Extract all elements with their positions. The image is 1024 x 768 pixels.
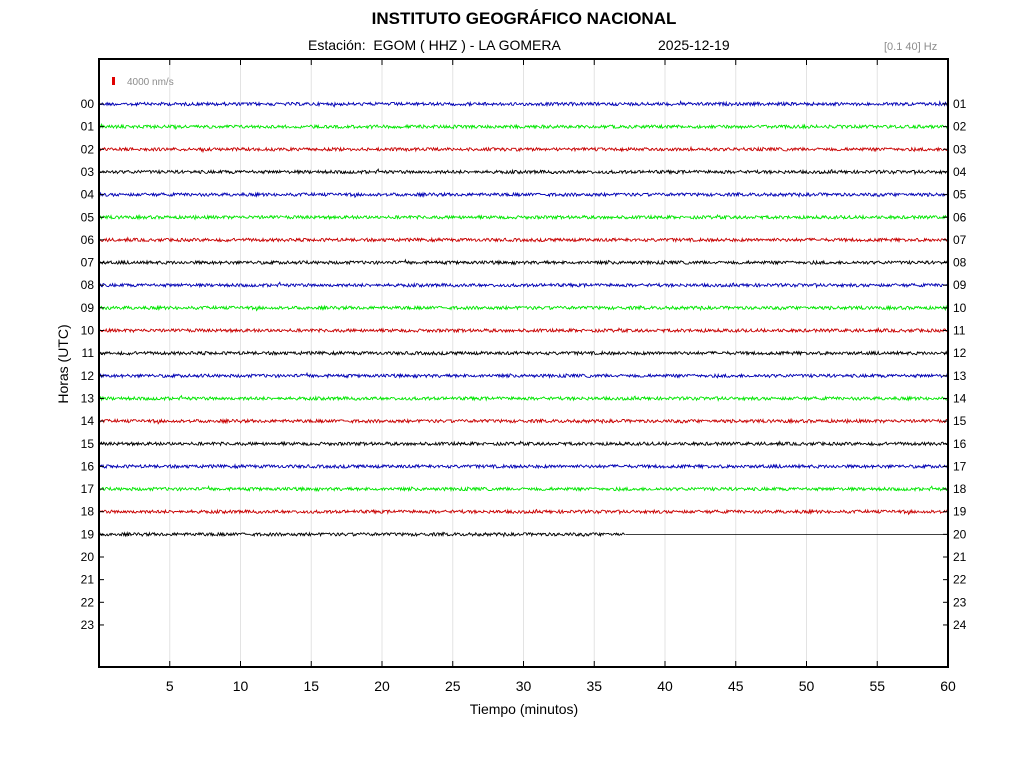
right-hour-label: 17 <box>953 459 967 473</box>
right-hour-label: 24 <box>953 618 967 632</box>
seismic-trace-hour-15 <box>98 440 949 447</box>
right-hour-label: 23 <box>953 595 967 609</box>
seismic-trace-hour-07 <box>98 258 949 266</box>
scale-bar <box>112 77 115 85</box>
left-hour-label: 14 <box>81 414 95 428</box>
right-hour-label: 01 <box>953 97 967 111</box>
seismic-trace-hour-01 <box>98 122 949 131</box>
left-hour-label: 00 <box>81 97 95 111</box>
x-axis-label: Tiempo (minutos) <box>470 701 578 717</box>
right-hour-label: 13 <box>953 369 967 383</box>
seismic-trace-hour-13 <box>98 394 949 402</box>
seismic-trace-hour-02 <box>98 145 948 154</box>
right-hour-label: 05 <box>953 188 967 202</box>
chart-title: INSTITUTO GEOGRÁFICO NACIONAL <box>371 9 677 28</box>
left-hour-label: 12 <box>81 369 95 383</box>
left-hour-label: 02 <box>81 142 95 156</box>
left-hour-label: 21 <box>81 573 95 587</box>
seismic-trace-hour-17 <box>98 484 949 493</box>
seismic-trace-hour-19 <box>98 531 625 538</box>
right-hour-label: 18 <box>953 482 967 496</box>
trace-layer <box>98 99 949 538</box>
left-hour-labels: 00 01 02 03 04 05 06 07 08 09 10 11 12 13 14 15 16 17 18 19… <box>81 97 95 632</box>
left-hour-label: 15 <box>81 437 95 451</box>
seismic-trace-hour-04 <box>98 191 949 199</box>
right-hour-label: 07 <box>953 233 967 247</box>
left-hour-label: 19 <box>81 527 95 541</box>
tick-layer <box>99 59 948 667</box>
seismic-trace-hour-12 <box>98 371 949 379</box>
right-hour-label: 14 <box>953 391 967 405</box>
x-tick-label: 50 <box>799 678 815 694</box>
x-tick-label: 35 <box>586 678 602 694</box>
right-hour-label: 06 <box>953 210 967 224</box>
left-hour-label: 10 <box>81 324 95 338</box>
left-hour-label: 22 <box>81 595 95 609</box>
right-hour-label: 22 <box>953 573 967 587</box>
right-hour-label: 04 <box>953 165 967 179</box>
right-hour-label: 02 <box>953 120 967 134</box>
seismic-trace-hour-16 <box>98 463 949 470</box>
left-hour-label: 07 <box>81 256 95 270</box>
right-hour-label: 16 <box>953 437 967 451</box>
filter-band-label: [0.1 40] Hz <box>884 41 938 53</box>
right-hour-label: 10 <box>953 301 967 315</box>
right-hour-label: 03 <box>953 142 967 156</box>
right-hour-label: 09 <box>953 278 967 292</box>
seismic-trace-hour-05 <box>98 213 949 221</box>
seismic-trace-hour-09 <box>98 304 948 312</box>
left-hour-label: 11 <box>82 346 95 360</box>
date-label: 2025-12-19 <box>658 37 730 53</box>
x-tick-label: 30 <box>516 678 532 694</box>
x-tick-label: 25 <box>445 678 461 694</box>
left-hour-label: 23 <box>81 618 95 632</box>
left-hour-label: 03 <box>81 165 95 179</box>
left-hour-label: 20 <box>81 550 95 564</box>
seismic-trace-hour-00 <box>98 99 949 108</box>
left-hour-label: 09 <box>81 301 95 315</box>
left-hour-label: 13 <box>81 391 95 405</box>
seismic-trace-hour-18 <box>98 508 949 516</box>
seismic-trace-hour-14 <box>98 417 949 425</box>
right-hour-labels: 01 02 03 04 05 06 07 08 09 10 11 12 13 14 15 16 17 18 19 20… <box>953 97 967 632</box>
right-hour-label: 20 <box>953 527 967 541</box>
x-tick-label: 60 <box>940 678 956 694</box>
left-hour-label: 05 <box>81 210 95 224</box>
left-hour-label: 01 <box>81 120 95 134</box>
x-tick-label: 40 <box>657 678 673 694</box>
right-hour-label: 12 <box>953 346 967 360</box>
x-tick-label: 55 <box>869 678 885 694</box>
seismic-trace-hour-03 <box>98 168 949 176</box>
left-hour-label: 17 <box>81 482 95 496</box>
station-label: Estación: EGOM ( HHZ ) - LA GOMERA <box>308 37 561 53</box>
right-hour-label: 21 <box>953 550 967 564</box>
left-hour-label: 08 <box>81 278 95 292</box>
x-tick-label: 5 <box>166 678 174 694</box>
left-hour-label: 06 <box>81 233 95 247</box>
scale-label: 4000 nm/s <box>127 77 174 88</box>
grid-layer <box>169 59 878 667</box>
left-hour-label: 04 <box>81 188 95 202</box>
left-hour-label: 18 <box>81 505 95 519</box>
y-axis-label: Horas (UTC) <box>55 324 71 403</box>
x-tick-label: 10 <box>233 678 249 694</box>
x-tick-label: 45 <box>728 678 744 694</box>
seismic-trace-hour-06 <box>98 236 949 244</box>
right-hour-label: 08 <box>953 256 967 270</box>
right-hour-label: 19 <box>953 505 967 519</box>
x-tick-labels: 5 10 15 20 25 30 35 40 45 50 55 60 <box>166 678 956 694</box>
seismic-trace-hour-10 <box>98 326 949 334</box>
seismic-trace-hour-08 <box>98 281 949 289</box>
x-tick-label: 15 <box>303 678 319 694</box>
right-hour-label: 11 <box>953 324 966 338</box>
seismic-trace-hour-11 <box>98 349 949 357</box>
right-hour-label: 15 <box>953 414 967 428</box>
left-hour-label: 16 <box>81 459 95 473</box>
x-tick-label: 20 <box>374 678 390 694</box>
